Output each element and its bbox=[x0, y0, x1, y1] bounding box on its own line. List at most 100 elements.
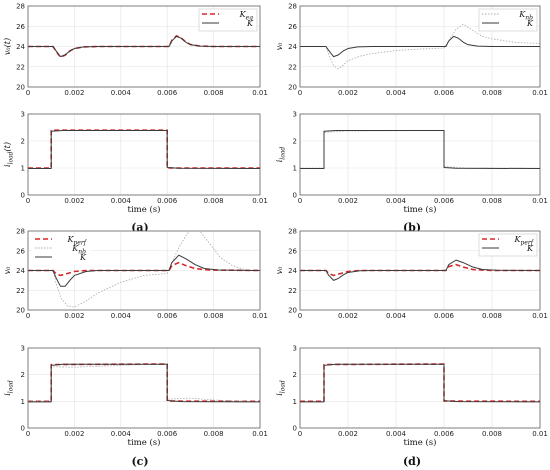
x-tick-label: 0.01 bbox=[532, 430, 548, 438]
x-tick-label: 0.008 bbox=[482, 312, 502, 320]
x-tick-label: 0.01 bbox=[532, 197, 548, 205]
axes-frame bbox=[27, 230, 261, 311]
svg-text:iload(t): iload(t) bbox=[3, 142, 15, 167]
x-tick-label: 0.004 bbox=[386, 89, 407, 97]
y-tick-label: 28 bbox=[288, 228, 297, 236]
y-tick-label: 3 bbox=[21, 111, 25, 119]
x-tick-label: 0.004 bbox=[386, 430, 407, 438]
panel-label-c: (c) bbox=[131, 455, 148, 468]
x-axis-label: time (s) bbox=[404, 437, 437, 448]
x-tick-label: 0.004 bbox=[386, 312, 407, 320]
y-axis-label: v₀(t) bbox=[3, 38, 12, 55]
plot-area bbox=[28, 114, 260, 195]
x-tick-label: 0.002 bbox=[64, 430, 84, 438]
x-tick-label: 0.002 bbox=[338, 197, 358, 205]
x-tick-label: 0.004 bbox=[111, 197, 132, 205]
y-tick-label: 24 bbox=[288, 267, 297, 275]
legend-entry: K bbox=[526, 19, 534, 28]
x-tick-label: 0.004 bbox=[111, 312, 132, 320]
x-tick-label: 0.008 bbox=[204, 312, 224, 320]
series-line-k-nb bbox=[300, 23, 540, 70]
x-tick-label: 0.004 bbox=[111, 89, 132, 97]
svg-text:iload: iload bbox=[275, 380, 287, 396]
x-tick-label: 0 bbox=[26, 197, 30, 205]
series-line-k-nb bbox=[28, 231, 260, 308]
y-tick-label: 26 bbox=[16, 23, 25, 31]
y-tick-label: 0 bbox=[293, 192, 297, 200]
x-tick-label: 0.006 bbox=[434, 89, 455, 97]
svg-text:iload: iload bbox=[3, 380, 15, 396]
x-tick-label: 0.01 bbox=[252, 430, 268, 438]
y-tick-label: 1 bbox=[293, 165, 297, 173]
svg-text:v₀(t): v₀(t) bbox=[3, 38, 12, 55]
x-tick-label: 0.008 bbox=[204, 430, 224, 438]
axes-frame bbox=[27, 113, 261, 196]
x-tick-label: 0.002 bbox=[64, 197, 84, 205]
chart-a-bot: 0 0.002 0.004 0.006 0.008 0.01 0 1 2 3 iload(t) tim… bbox=[3, 111, 268, 216]
series-line-k bbox=[300, 35, 540, 58]
plot-area bbox=[28, 348, 260, 428]
svg-text:iload: iload bbox=[275, 147, 287, 163]
svg-text:v₀: v₀ bbox=[275, 266, 284, 275]
y-tick-label: 24 bbox=[16, 267, 25, 275]
series-line-k bbox=[28, 35, 260, 58]
x-tick-label: 0.008 bbox=[204, 89, 224, 97]
series-line-k-perf bbox=[28, 261, 260, 277]
series-line-k bbox=[28, 363, 260, 403]
legend-entry: Kperf bbox=[514, 235, 535, 247]
x-tick-label: 0.002 bbox=[64, 89, 84, 97]
x-tick-label: 0.002 bbox=[338, 430, 358, 438]
axes-frame bbox=[299, 230, 541, 311]
y-tick-label: 2 bbox=[293, 371, 297, 379]
chart-d-bot: 0 0.002 0.004 0.006 0.008 0.01 0 1 2 3 iload time (… bbox=[275, 345, 548, 449]
legend-entry: Knb bbox=[71, 244, 86, 256]
y-tick-label: 3 bbox=[21, 345, 25, 353]
axes-frame bbox=[27, 5, 261, 88]
y-tick-label: 20 bbox=[16, 307, 25, 315]
y-tick-label: 3 bbox=[293, 111, 297, 119]
x-tick-label: 0.01 bbox=[532, 89, 548, 97]
x-tick-label: 0.01 bbox=[532, 312, 548, 320]
y-tick-label: 22 bbox=[16, 63, 25, 71]
y-tick-label: 24 bbox=[16, 43, 25, 51]
x-tick-label: 0 bbox=[298, 197, 302, 205]
axes-frame bbox=[27, 347, 261, 429]
chart-c-top: 0 0.002 0.004 0.006 0.008 0.01 20 22 24 26 28 v₀ Kpe… bbox=[3, 228, 268, 321]
y-axis-label: iload bbox=[275, 147, 287, 163]
y-axis-label: v₀ bbox=[275, 42, 284, 51]
axes-frame bbox=[299, 113, 541, 196]
y-tick-label: 1 bbox=[21, 398, 25, 406]
y-tick-label: 20 bbox=[288, 84, 297, 92]
x-tick-label: 0.002 bbox=[338, 312, 358, 320]
y-tick-label: 26 bbox=[288, 247, 297, 255]
svg-text:v₀: v₀ bbox=[3, 266, 12, 275]
axes-frame bbox=[299, 347, 541, 429]
svg-text:v₀: v₀ bbox=[275, 42, 284, 51]
y-tick-label: 0 bbox=[21, 192, 25, 200]
y-axis-label: iload(t) bbox=[3, 142, 15, 167]
x-tick-label: 0.004 bbox=[386, 197, 407, 205]
x-axis-label: time (s) bbox=[404, 204, 437, 215]
series-line-k bbox=[28, 254, 260, 287]
y-axis-label: v₀ bbox=[275, 266, 284, 275]
x-tick-label: 0.006 bbox=[157, 197, 178, 205]
y-tick-label: 22 bbox=[16, 287, 25, 295]
x-tick-label: 0.006 bbox=[157, 312, 178, 320]
x-tick-label: 0.006 bbox=[157, 89, 178, 97]
x-axis-label: time (s) bbox=[128, 437, 161, 448]
x-tick-label: 0.008 bbox=[482, 197, 502, 205]
plot-area bbox=[300, 114, 540, 195]
y-tick-label: 28 bbox=[288, 3, 297, 11]
x-tick-label: 0 bbox=[26, 312, 30, 320]
legend-entry: Keq bbox=[239, 10, 254, 22]
y-tick-label: 20 bbox=[16, 84, 25, 92]
legend-entry: Knb bbox=[518, 10, 533, 22]
y-axis-label: iload bbox=[275, 380, 287, 396]
x-tick-label: 0.002 bbox=[64, 312, 84, 320]
x-axis-label: time (s) bbox=[128, 204, 161, 215]
series-line-k bbox=[300, 259, 540, 281]
